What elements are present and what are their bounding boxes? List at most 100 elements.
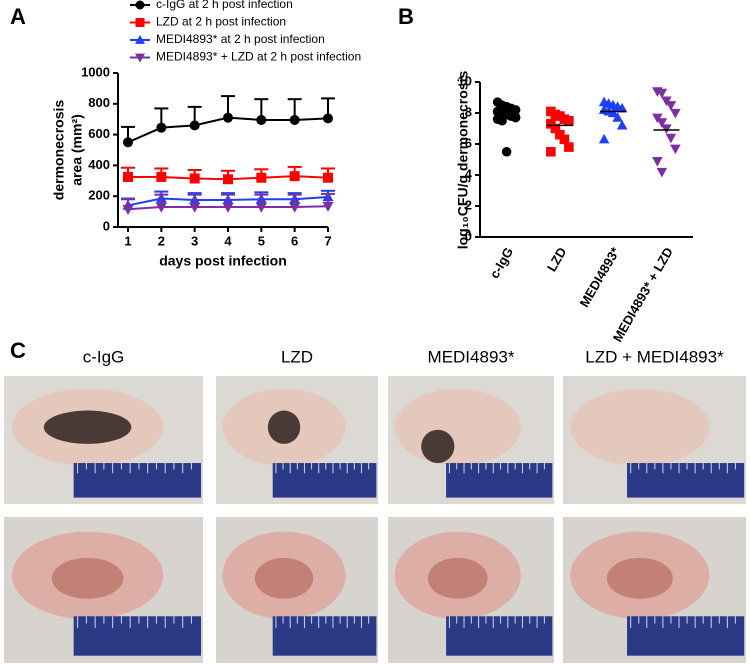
point <box>598 133 610 144</box>
point <box>289 114 300 125</box>
point <box>122 205 134 216</box>
ruler <box>627 616 745 656</box>
point <box>156 171 167 182</box>
point <box>223 112 233 123</box>
x-tick-label: MEDI4893* + LZD <box>610 245 676 345</box>
point <box>564 115 574 126</box>
point <box>255 202 267 213</box>
point <box>497 115 507 126</box>
y-tick-label: 800 <box>88 95 110 110</box>
x-tick-label: MEDI4893* <box>576 244 623 310</box>
y-tick-label: 8 <box>465 104 472 119</box>
lesion <box>254 557 314 599</box>
ruler <box>272 463 377 498</box>
y-axis-label: dermonecrosis <box>51 100 67 201</box>
x-tick-label: 1 <box>124 233 131 248</box>
point <box>652 156 663 167</box>
point <box>612 112 623 122</box>
point <box>559 134 570 145</box>
point <box>656 118 668 128</box>
lesion <box>51 557 124 599</box>
x-tick-label: 2 <box>158 233 165 248</box>
x-tick-label: 4 <box>224 233 232 248</box>
ruler <box>446 463 553 498</box>
legend-marker <box>135 34 145 44</box>
point <box>189 120 200 131</box>
y-tick-label: 6 <box>465 135 472 150</box>
y-tick-label: 600 <box>88 126 110 141</box>
legend-marker <box>135 0 145 10</box>
ruler <box>73 463 202 498</box>
legend-marker <box>135 53 145 63</box>
column-title: MEDI4893* <box>428 347 515 366</box>
point <box>123 171 133 182</box>
point <box>156 122 167 133</box>
point <box>550 123 561 134</box>
panel-label: C <box>10 338 26 363</box>
y-tick-label: 400 <box>88 157 110 172</box>
point <box>616 102 628 113</box>
point <box>656 88 668 99</box>
x-tick-label: LZD <box>544 245 570 274</box>
column-title: c-IgG <box>83 347 125 366</box>
x-tick-label: 3 <box>191 233 198 248</box>
legend-marker <box>135 18 145 27</box>
legend-label: MEDI4893* at 2 h post infection <box>156 32 325 46</box>
x-tick-label: c-IgG <box>487 245 517 281</box>
point <box>670 144 681 155</box>
point <box>670 108 681 119</box>
y-tick-label: 1000 <box>81 64 110 79</box>
y-axis-label: log₁₀CFU/g dermonecrosis <box>455 71 471 250</box>
tissue <box>394 388 521 466</box>
ruler <box>272 616 377 656</box>
point <box>323 113 333 124</box>
ruler <box>627 463 745 498</box>
point <box>223 174 233 185</box>
point <box>564 142 574 152</box>
x-tick-label: 6 <box>291 233 298 248</box>
column-title: LZD + MEDI4893* <box>585 347 724 366</box>
panel-label: A <box>10 4 26 29</box>
point <box>546 146 556 157</box>
lesion <box>606 557 673 599</box>
x-tick-label: 5 <box>258 233 265 248</box>
ruler <box>73 616 202 656</box>
y-tick-label: 0 <box>103 218 110 233</box>
y-tick-label: 10 <box>458 73 472 88</box>
point <box>155 202 167 213</box>
point <box>665 101 677 111</box>
point <box>289 171 300 182</box>
point <box>665 133 677 144</box>
point <box>656 167 668 178</box>
lesion <box>43 410 132 444</box>
lesion <box>267 410 301 444</box>
y-tick-label: 0 <box>465 228 472 243</box>
point <box>323 172 333 183</box>
point <box>189 202 201 213</box>
point <box>189 173 200 184</box>
point <box>616 119 628 130</box>
y-tick-label: 200 <box>88 188 110 203</box>
lesion <box>421 429 455 464</box>
legend-label: LZD at 2 h post infection <box>156 15 286 29</box>
point <box>289 202 301 213</box>
legend-label: MEDI4893* + LZD at 2 h post infection <box>156 50 361 64</box>
y-tick-label: 2 <box>465 197 472 212</box>
panel-label: B <box>398 4 414 29</box>
lesion <box>427 557 488 599</box>
y-axis-label: area (mm²) <box>69 114 85 186</box>
point <box>256 172 267 183</box>
point <box>256 114 267 125</box>
legend-label: c-IgG at 2 h post infection <box>156 0 293 11</box>
point <box>222 202 234 213</box>
point <box>123 137 133 148</box>
x-tick-label: 7 <box>324 233 331 248</box>
tissue <box>570 388 710 466</box>
y-tick-label: 4 <box>465 166 473 181</box>
ruler <box>446 616 553 656</box>
point <box>501 146 512 157</box>
x-axis-label: days post infection <box>159 253 287 269</box>
point <box>661 124 672 135</box>
point <box>607 107 619 118</box>
